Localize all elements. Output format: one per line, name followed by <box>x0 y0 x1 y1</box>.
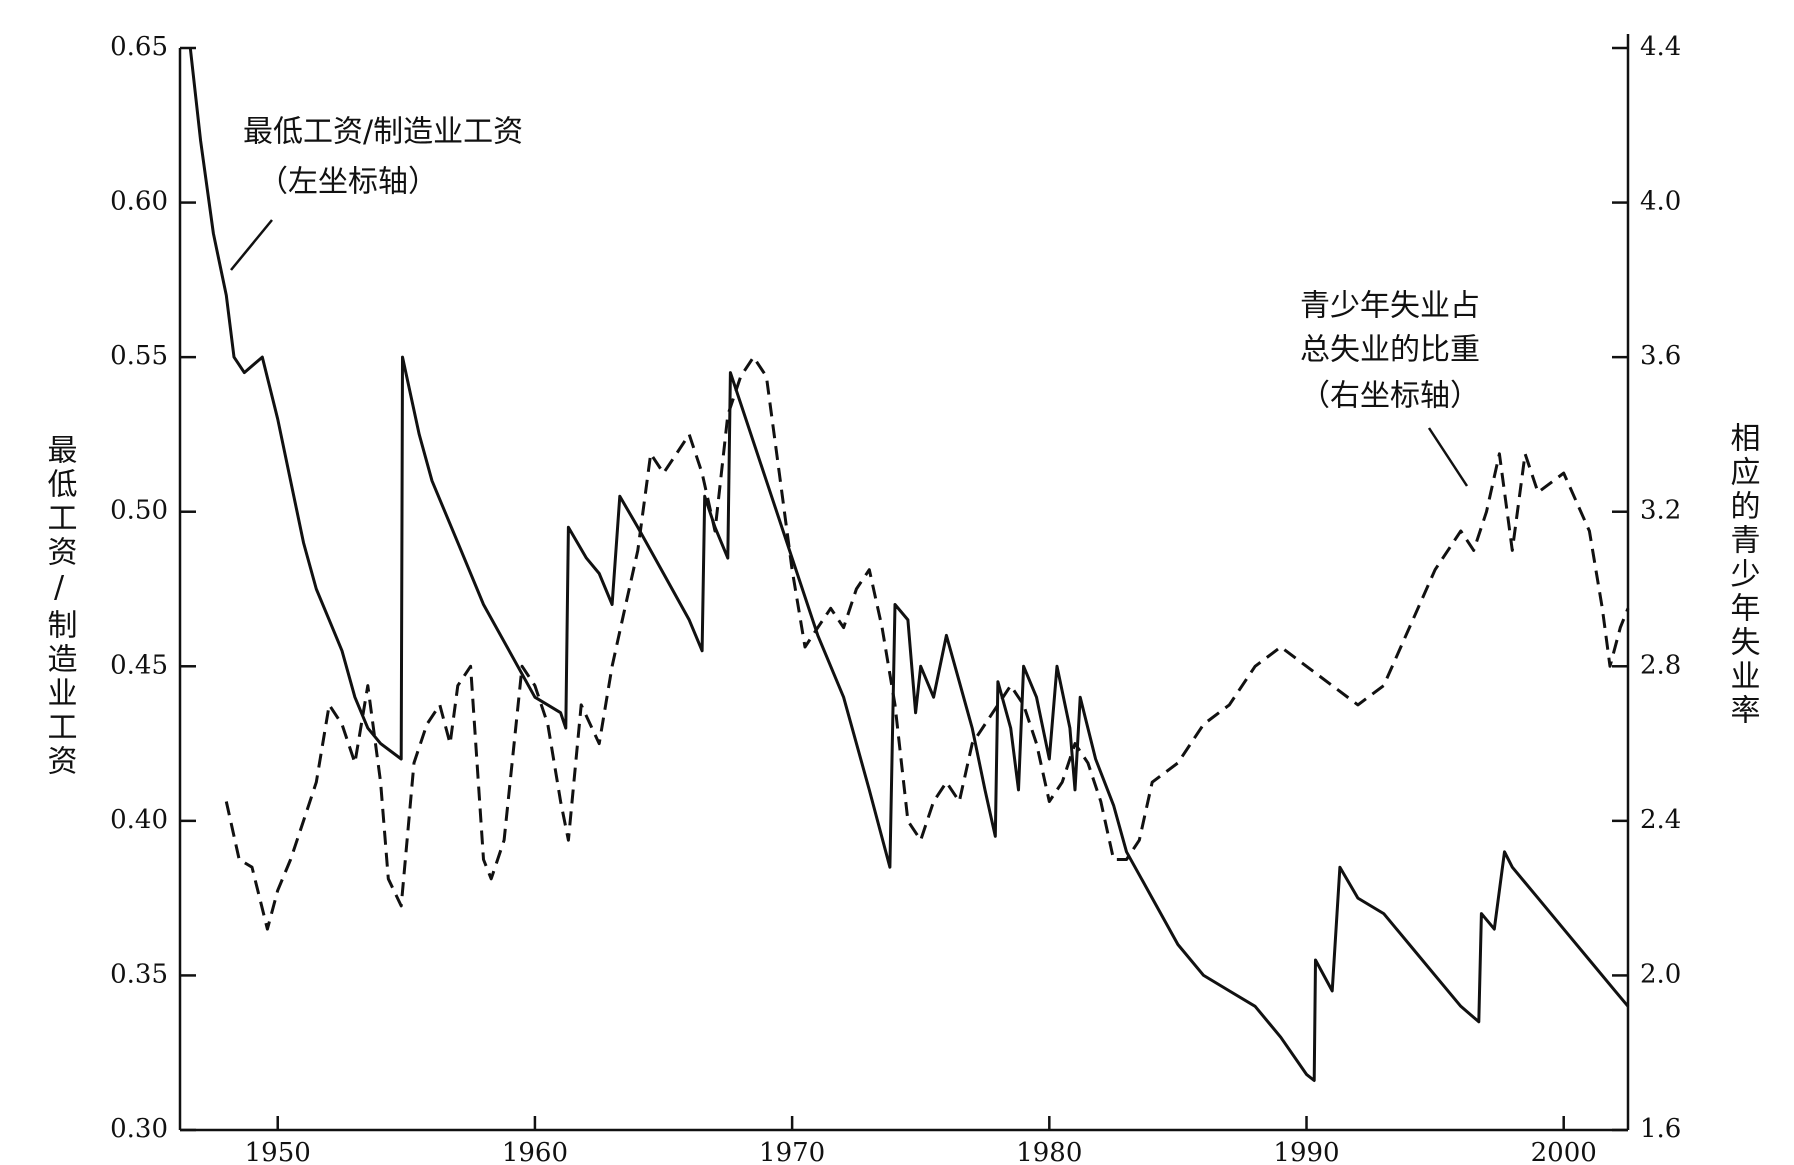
y-tick-label: 0.60 <box>110 187 168 217</box>
annotation: 青少年失业占 <box>1300 289 1480 324</box>
x-tick-label: 1950 <box>245 1138 311 1165</box>
y2-tick-label: 1.6 <box>1640 1114 1681 1144</box>
y2-tick-label: 2.0 <box>1640 959 1681 989</box>
series-line <box>188 47 1630 1082</box>
y-tick-label: 0.65 <box>110 32 168 62</box>
y-tick-label: 0.55 <box>110 341 168 371</box>
x-tick-label: 1990 <box>1273 1138 1339 1165</box>
y2-tick-label: 4.0 <box>1640 187 1681 217</box>
y2-tick-label: 3.6 <box>1640 341 1681 371</box>
y2-tick-label: 2.8 <box>1640 650 1681 680</box>
annotation: 最低工资/制造业工资 <box>243 115 523 150</box>
annotation: 总失业的比重 <box>1300 333 1480 368</box>
y-tick-label: 0.35 <box>110 959 168 989</box>
x-tick-label: 1980 <box>1016 1138 1082 1165</box>
pointer <box>1427 427 1469 487</box>
annotation: （左坐标轴） <box>258 165 438 200</box>
y2-tick-label: 3.2 <box>1640 496 1681 526</box>
series-line <box>224 355 1630 931</box>
y-tick-label: 0.45 <box>110 650 168 680</box>
y-axis-label: 最低工资/制造业工资 <box>42 434 78 779</box>
y-tick-label: 0.40 <box>110 805 168 835</box>
x-tick-label: 1960 <box>502 1138 568 1165</box>
y2-tick-label: 4.4 <box>1640 32 1681 62</box>
y-tick-label: 0.30 <box>110 1114 168 1144</box>
y2-tick-label: 2.4 <box>1640 805 1681 835</box>
x-tick-label: 1970 <box>759 1138 825 1165</box>
y-tick-label: 0.50 <box>110 496 168 526</box>
annotation: （右坐标轴） <box>1300 379 1480 414</box>
pointer <box>230 219 273 271</box>
x-tick-label: 2000 <box>1531 1138 1597 1165</box>
y2-axis-label: 相应的青少年失业率 <box>1725 422 1761 728</box>
